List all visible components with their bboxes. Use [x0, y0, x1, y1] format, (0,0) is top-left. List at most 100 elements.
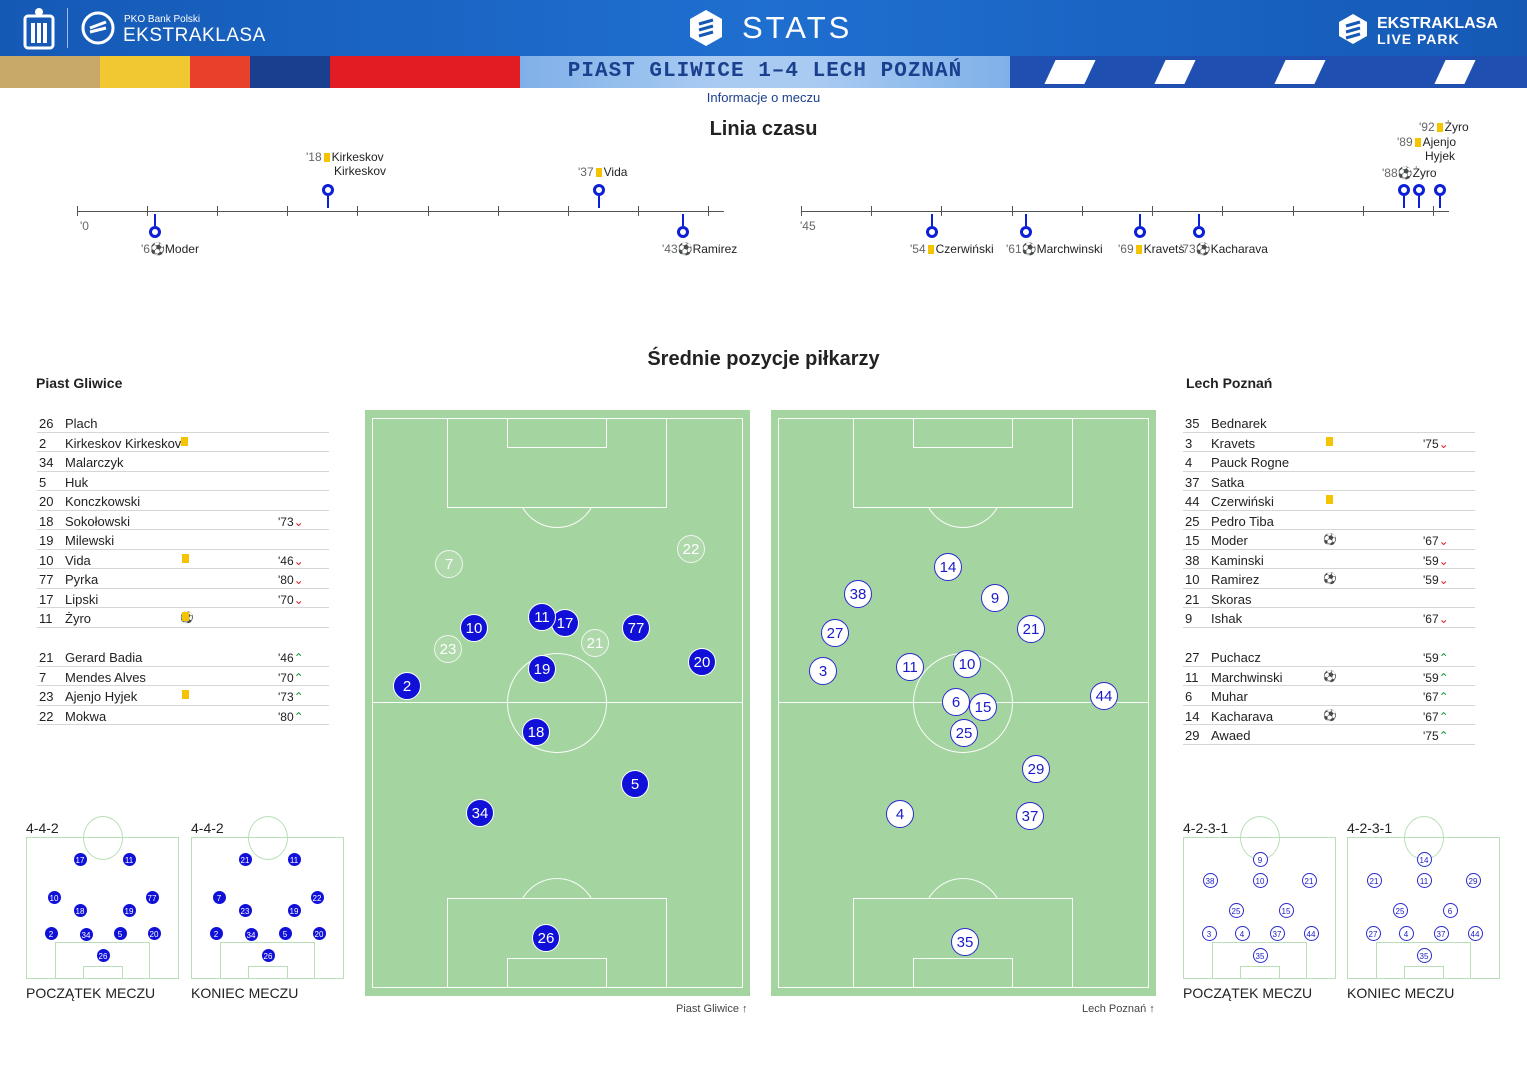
player-name: Konczkowski [65, 494, 141, 509]
away-player-dot[interactable]: 27 [821, 619, 849, 647]
roster-row[interactable]: 10 Ramirez ⚽ '59⌄ [1183, 569, 1475, 589]
roster-row[interactable]: 11 Marchwinski ⚽ '59⌃ [1183, 667, 1475, 686]
sub-minute: '73⌃ [278, 690, 304, 704]
away-player-dot[interactable]: 21 [1017, 615, 1045, 643]
roster-row[interactable]: 37 Satka [1183, 472, 1475, 491]
roster-row[interactable]: 18 Sokołowski '73⌄ [37, 511, 329, 530]
player-number: 23 [39, 689, 54, 704]
sub-out-arrow-icon: ⌄ [1438, 436, 1449, 451]
roster-row[interactable]: 10 Vida '46⌄ [37, 550, 329, 569]
away-player-dot[interactable]: 25 [950, 719, 978, 747]
roster-row[interactable]: 38 Kaminski '59⌄ [1183, 550, 1475, 569]
home-player-dot[interactable]: 26 [532, 924, 560, 952]
home-player-dot[interactable]: 34 [466, 799, 494, 827]
home-player-dot[interactable]: 22 [677, 535, 705, 563]
away-player-dot[interactable]: 37 [1016, 802, 1044, 830]
timeline-pin-89[interactable] [1413, 184, 1425, 196]
roster-row[interactable]: 29 Awaed '75⌃ [1183, 725, 1475, 745]
home-player-dot[interactable]: 11 [528, 603, 556, 631]
roster-row[interactable]: 35 Bednarek [1183, 413, 1475, 433]
roster-row[interactable]: 27 Puchacz '59⌃ [1183, 647, 1475, 667]
home-start-mini-pitch: 26 2 34 5 20 18 19 10 77 17 11 [26, 816, 179, 979]
timeline-tick [1292, 206, 1294, 216]
away-player-dot[interactable]: 38 [844, 580, 872, 608]
timeline-pin-43[interactable] [677, 226, 689, 238]
timeline-pin-54[interactable] [926, 226, 938, 238]
formation-player-dot: 9 [1252, 851, 1268, 867]
player-number: 17 [39, 591, 54, 607]
roster-row[interactable]: 26 Plach [37, 413, 329, 433]
event-92-zyro: '92 Żyro [1419, 120, 1469, 134]
home-player-dot[interactable]: 23 [434, 635, 462, 663]
roster-row[interactable]: 22 Mokwa '80⌃ [37, 706, 329, 725]
home-player-dot[interactable]: 77 [622, 614, 650, 642]
home-end-mini-pitch: 21 11 7 23 19 22 2 34 5 20 26 [191, 816, 344, 979]
away-player-dot[interactable]: 6 [942, 688, 970, 716]
timeline-pin-61[interactable] [1020, 226, 1032, 238]
home-player-dot[interactable]: 10 [460, 614, 488, 642]
player-name: Mokwa [65, 708, 107, 724]
roster-row[interactable]: 2 Kirkeskov Kirkeskov [37, 433, 329, 452]
match-info-link[interactable]: Informacje o meczu [706, 90, 821, 105]
roster-row[interactable]: 3 Kravets '75⌄ [1183, 433, 1475, 452]
home-player-dot[interactable]: 2 [393, 672, 421, 700]
away-player-dot[interactable]: 15 [969, 693, 997, 721]
formation-player-dot: 34 [243, 926, 259, 942]
timeline-pin-92[interactable] [1434, 184, 1446, 196]
home-player-dot[interactable]: 19 [528, 655, 556, 683]
player-name: Kaminski [1211, 552, 1264, 568]
away-player-dot[interactable]: 35 [951, 928, 979, 956]
home-player-dot[interactable]: 21 [581, 629, 609, 657]
roster-row[interactable]: 21 Skoras [1183, 589, 1475, 608]
player-name: Marchwinski [1211, 669, 1283, 685]
away-player-dot[interactable]: 3 [809, 657, 837, 685]
home-player-dot[interactable]: 18 [522, 718, 550, 746]
roster-row[interactable]: 25 Pedro Tiba [1183, 511, 1475, 530]
roster-row[interactable]: 19 Milewski [37, 530, 329, 550]
timeline-pin-18[interactable] [322, 184, 334, 196]
roster-row[interactable]: 4 Pauck Rogne [1183, 452, 1475, 472]
away-player-dot[interactable]: 9 [981, 584, 1009, 612]
formation-player-dot: 35 [1252, 947, 1268, 963]
formation-player-dot: 23 [237, 902, 253, 918]
roster-row[interactable]: 15 Moder ⚽ '67⌄ [1183, 530, 1475, 550]
roster-row[interactable]: 9 Ishak '67⌄ [1183, 608, 1475, 628]
roster-row[interactable]: 20 Konczkowski [37, 491, 329, 511]
home-player-dot[interactable]: 7 [435, 550, 463, 578]
away-end-mini-pitch: 14 21 11 29 25 6 27 4 37 44 35 [1347, 816, 1500, 979]
roster-row[interactable]: 44 Czerwiński [1183, 491, 1475, 511]
roster-row[interactable]: 5 Huk [37, 472, 329, 491]
roster-row[interactable]: 21 Gerard Badia '46⌃ [37, 647, 329, 667]
player-number: 21 [39, 650, 54, 665]
home-player-dot[interactable]: 5 [621, 770, 649, 798]
timeline-pin-73[interactable] [1193, 226, 1205, 238]
away-player-dot[interactable]: 11 [896, 653, 924, 681]
roster-row[interactable]: 14 Kacharava ⚽ '67⌃ [1183, 706, 1475, 725]
away-player-dot[interactable]: 4 [886, 800, 914, 828]
timeline-pin-69[interactable] [1134, 226, 1146, 238]
timeline-pin-88[interactable] [1398, 184, 1410, 196]
away-player-dot[interactable]: 29 [1022, 755, 1050, 783]
match-banner: PIAST GLIWICE 1–4 LECH POZNAŃ [0, 56, 1527, 88]
player-name: Plach [65, 416, 98, 431]
roster-row[interactable]: 77 Pyrka '80⌄ [37, 569, 329, 589]
sub-out-arrow-icon: ⌄ [293, 553, 304, 568]
roster-row[interactable]: 6 Muhar '67⌃ [1183, 686, 1475, 706]
roster-row[interactable]: 34 Malarczyk [37, 452, 329, 472]
timeline-pin-6[interactable] [149, 226, 161, 238]
roster-row[interactable]: 7 Mendes Alves '70⌃ [37, 667, 329, 686]
formation-player-dot: 15 [1278, 902, 1294, 918]
roster-row[interactable]: 17 Lipski '70⌄ [37, 589, 329, 608]
away-player-dot[interactable]: 14 [934, 553, 962, 581]
roster-row[interactable]: 23 Ajenjo Hyjek '73⌃ [37, 686, 329, 706]
away-player-dot[interactable]: 44 [1090, 682, 1118, 710]
player-number: 2 [39, 435, 47, 451]
player-number: 15 [1185, 533, 1200, 548]
timeline-pin-37[interactable] [593, 184, 605, 196]
home-player-dot[interactable]: 17 [551, 609, 579, 637]
player-number: 26 [39, 416, 54, 431]
league-name: EKSTRAKLASA [123, 25, 266, 46]
home-player-dot[interactable]: 20 [688, 648, 716, 676]
away-player-dot[interactable]: 10 [953, 650, 981, 678]
